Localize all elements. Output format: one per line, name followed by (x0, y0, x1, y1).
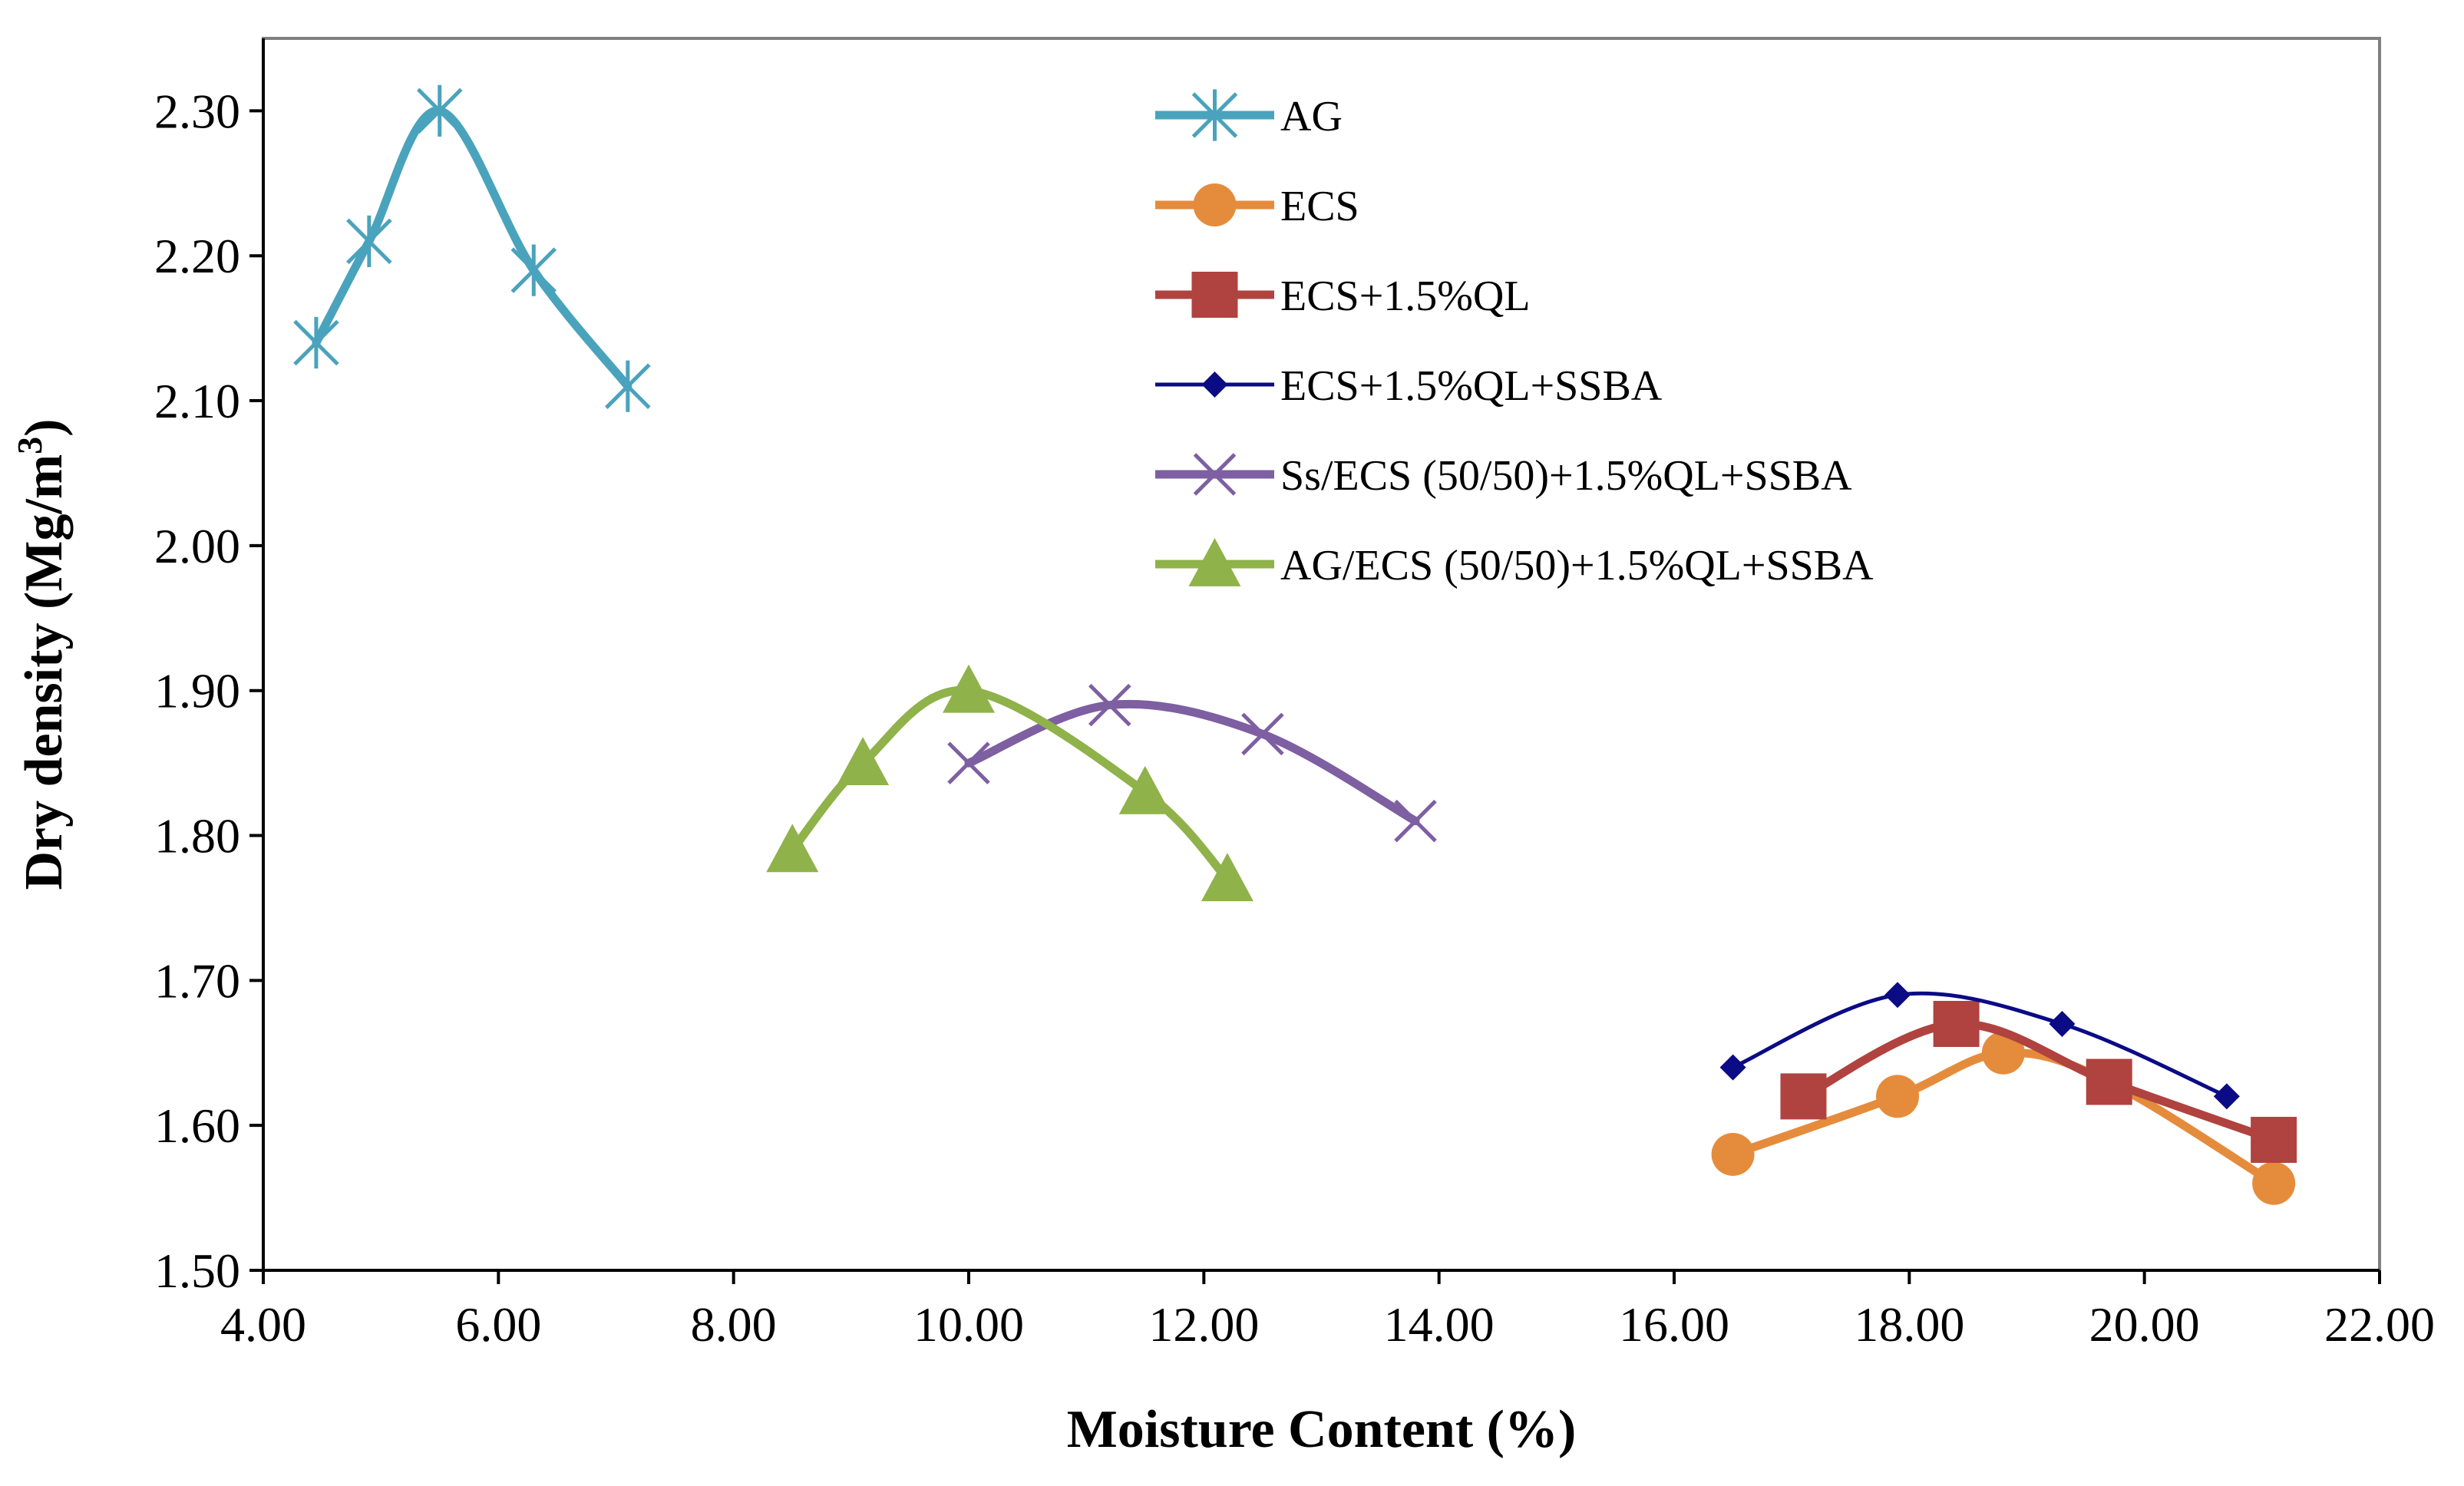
data-point (2213, 1083, 2240, 1110)
legend-item: ECS (1155, 183, 1359, 230)
series-line (1731, 991, 2229, 1098)
x-tick-label: 6.00 (455, 1297, 541, 1352)
legend-label: Ss/ECS (50/50)+1.5%QL+SSBA (1280, 452, 1852, 500)
series-4 (947, 683, 1437, 843)
x-tick-label: 12.00 (1148, 1297, 1259, 1352)
legend-marker (1188, 538, 1241, 586)
x-tick-label: 18.00 (1854, 1297, 1964, 1352)
data-point (2251, 1117, 2297, 1164)
y-axis-title-main: Dry density (Mg/m (15, 454, 74, 890)
x-tick-label: 20.00 (2089, 1297, 2200, 1352)
y-tick-label: 2.30 (154, 84, 240, 138)
series-line (964, 699, 1420, 826)
series-5 (766, 664, 1253, 902)
data-point (1088, 683, 1131, 727)
data-point (1118, 765, 1171, 814)
series-line (1798, 1019, 2278, 1144)
data-point (2049, 1011, 2076, 1037)
data-point (1780, 1073, 1827, 1120)
y-tick-label: 1.50 (154, 1243, 240, 1298)
legend-marker (1193, 453, 1237, 496)
x-tick-label: 16.00 (1619, 1297, 1729, 1352)
data-point (1201, 853, 1253, 902)
legend-item: ECS+1.5%QL+SSBA (1155, 362, 1663, 410)
data-point (510, 244, 557, 296)
series-2 (1780, 1001, 2297, 1164)
y-tick-label: 1.70 (154, 953, 240, 1008)
data-point (416, 84, 463, 137)
data-point (1884, 982, 1911, 1009)
data-point (1933, 1001, 1980, 1047)
data-point (2086, 1058, 2132, 1105)
y-tick-label: 2.10 (154, 374, 240, 428)
legend-label: AG (1280, 93, 1343, 140)
data-point (1394, 799, 1437, 843)
series-0 (293, 84, 651, 412)
x-tick-label: 14.00 (1384, 1297, 1495, 1352)
x-tick-label: 8.00 (691, 1297, 777, 1352)
x-axis-title: Moisture Content (%) (1067, 1400, 1577, 1459)
legend-marker (1191, 272, 1238, 318)
data-point (346, 215, 392, 267)
legend-item: AG (1155, 89, 1343, 141)
data-point (837, 737, 890, 786)
data-point (943, 664, 995, 713)
legend-label: ECS+1.5%QL+SSBA (1280, 362, 1663, 410)
data-point (1711, 1132, 1755, 1176)
data-point (293, 316, 339, 369)
x-tick-label: 22.00 (2324, 1297, 2435, 1352)
legend-marker (1193, 183, 1237, 226)
y-tick-label: 2.20 (154, 229, 240, 283)
data-point (1241, 712, 1284, 756)
legend-label: AG/ECS (50/50)+1.5%QL+SSBA (1280, 542, 1874, 589)
y-tick-label: 1.90 (154, 664, 240, 718)
series-3 (1719, 982, 2240, 1110)
data-point (947, 741, 990, 784)
y-axis-title: Dry density (Mg/m3) (10, 418, 74, 890)
data-point (1981, 1031, 2025, 1075)
tick-labels: 1.50 1.60 1.70 1.80 1.90 2.00 2.10 2.20 2.30 4.00… (154, 84, 2435, 1352)
legend-item: AG/ECS (50/50)+1.5%QL+SSBA (1155, 538, 1874, 589)
data-point (1719, 1054, 1746, 1081)
y-tick-label: 1.80 (154, 809, 240, 864)
legend-marker (1191, 89, 1238, 141)
data-point (2252, 1161, 2296, 1205)
y-tick-label: 2.00 (154, 519, 240, 573)
y-tick-label: 1.60 (154, 1098, 240, 1153)
data-point (1876, 1075, 1920, 1118)
legend: AG ECS ECS+1.5%QL ECS+1.5%QL+SSBA Ss/ECS (50… (1155, 89, 1874, 589)
x-tick-label: 4.00 (220, 1297, 306, 1352)
legend-label: ECS+1.5%QL (1280, 272, 1531, 320)
legend-item: ECS+1.5%QL (1155, 272, 1531, 320)
series-layer (293, 84, 2297, 1205)
legend-marker (1201, 372, 1228, 398)
axes (249, 38, 2381, 1284)
data-point (605, 360, 651, 412)
y-axis-title-superscript: 3 (10, 437, 49, 454)
x-tick-label: 10.00 (913, 1297, 1024, 1352)
legend-item: Ss/ECS (50/50)+1.5%QL+SSBA (1155, 452, 1852, 500)
y-axis-title-end: ) (15, 418, 74, 436)
legend-label: ECS (1280, 183, 1359, 230)
data-point (766, 824, 819, 873)
